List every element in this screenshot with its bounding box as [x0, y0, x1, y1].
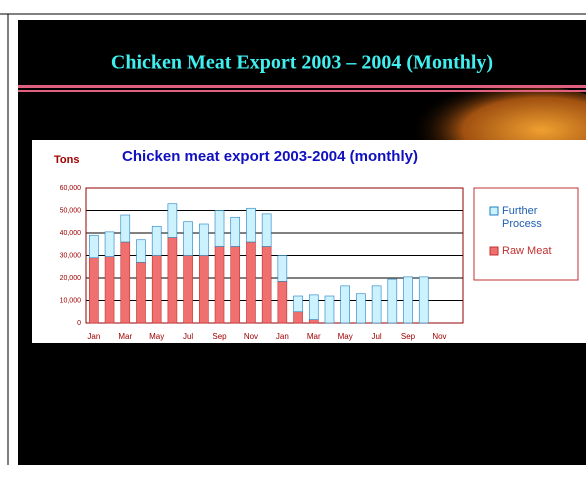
legend-swatch — [490, 247, 498, 255]
bar-segment — [262, 214, 271, 247]
bar-segment — [278, 281, 287, 323]
x-tick-label: Mar — [118, 332, 132, 341]
bar-segment — [136, 262, 145, 323]
legend-label: Raw Meat — [502, 245, 552, 257]
bar-segment — [121, 215, 130, 242]
legend — [474, 188, 578, 280]
bar-segment — [294, 312, 303, 323]
slide-title: Chicken Meat Export 2003 – 2004 (Monthly… — [111, 52, 493, 74]
y-tick-label: 0 — [77, 320, 81, 327]
bar-segment — [388, 279, 397, 323]
x-tick-label: May — [338, 332, 353, 341]
bar-segment — [404, 277, 413, 323]
y-tick-label: 10,000 — [60, 297, 82, 304]
bar-segment — [325, 296, 334, 323]
bar-segment — [121, 242, 130, 323]
x-tick-label: Jul — [371, 332, 381, 341]
bar-segment — [105, 257, 114, 323]
bar-segment — [105, 232, 114, 257]
bar-segment — [89, 235, 98, 258]
x-tick-label: Jan — [276, 332, 289, 341]
bar-segment — [294, 296, 303, 312]
bar-segment — [419, 277, 428, 323]
x-tick-label: Nov — [432, 332, 446, 341]
bar-segment — [168, 204, 177, 238]
slide-screenshot: Chicken Meat Export 2003 – 2004 (Monthly… — [0, 0, 586, 477]
y-tick-label: 20,000 — [60, 275, 82, 282]
chart-title: Chicken meat export 2003-2004 (monthly) — [122, 148, 418, 165]
bar-segment — [341, 286, 350, 323]
bar-segment — [262, 247, 271, 324]
bar-segment — [184, 222, 193, 256]
bar-segment — [184, 256, 193, 324]
bar-segment — [136, 240, 145, 263]
bar-segment — [231, 217, 240, 246]
bar-segment — [309, 320, 318, 323]
x-tick-label: Jul — [183, 332, 193, 341]
bar-segment — [246, 242, 255, 323]
bar-segment — [168, 238, 177, 324]
x-tick-label: May — [149, 332, 164, 341]
bar-segment — [246, 208, 255, 242]
bar-segment — [231, 247, 240, 324]
legend-swatch — [490, 207, 498, 215]
x-tick-label: Jan — [87, 332, 100, 341]
y-tick-label: 60,000 — [60, 185, 82, 192]
x-tick-label: Sep — [401, 332, 416, 341]
y-tick-label: 40,000 — [60, 230, 82, 237]
x-tick-label: Mar — [307, 332, 321, 341]
y-axis-label: Tons — [54, 154, 79, 166]
bar-segment — [199, 224, 208, 256]
bar-segment — [215, 211, 224, 247]
bar-segment — [278, 256, 287, 282]
bar-segment — [356, 294, 365, 323]
title-rule — [18, 85, 586, 88]
bar-segment — [309, 295, 318, 320]
bar-segment — [152, 256, 161, 324]
bar-segment — [89, 258, 98, 323]
y-tick-label: 30,000 — [60, 252, 82, 259]
y-tick-label: 50,000 — [60, 207, 82, 214]
bar-segment — [215, 247, 224, 324]
title-rule — [18, 90, 586, 92]
bar-segment — [152, 226, 161, 255]
x-tick-label: Sep — [212, 332, 227, 341]
x-tick-label: Nov — [244, 332, 258, 341]
bar-segment — [372, 286, 381, 323]
bar-segment — [199, 256, 208, 324]
